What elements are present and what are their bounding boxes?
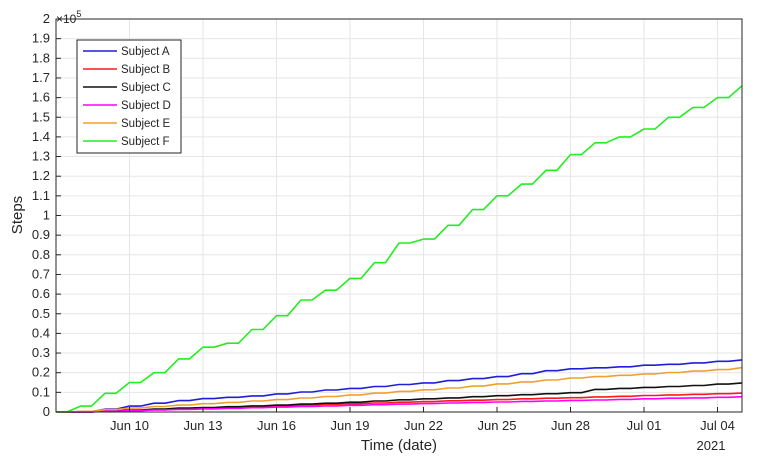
series-line-subject-c: [56, 382, 743, 413]
y-tick-label: 2: [43, 11, 50, 26]
y-tick-label: 1.6: [32, 90, 50, 105]
y-exponent-label: ×105: [56, 9, 81, 26]
legend-label: Subject A: [121, 46, 170, 58]
legend-label: Subject C: [121, 82, 171, 94]
series-line-subject-f: [56, 85, 743, 413]
y-tick-label: 1.3: [32, 149, 50, 164]
y-tick-label: 0: [43, 404, 50, 419]
y-tick-label: 1.4: [32, 129, 50, 144]
legend: Subject A Subject B Subject C Subject D Subj…: [76, 39, 182, 154]
x-axis-label: Time (date): [361, 437, 437, 454]
x-tick-label: Jun 13: [183, 418, 222, 433]
y-tick-label: 0.8: [32, 247, 50, 262]
x-tick-label: Jun 22: [404, 418, 443, 433]
x-tick-label: Jun 19: [330, 418, 369, 433]
y-tick-label: 1.7: [32, 70, 50, 85]
x-tick-label: Jul 01: [627, 418, 662, 433]
x-axis-year-label: 2021: [697, 438, 726, 453]
x-axis-ticks: Jun 10 Jun 13 Jun 16 Jun 19 Jun 22 Jun 25 Jun …: [110, 407, 735, 433]
x-tick-label: Jun 16: [257, 418, 296, 433]
y-tick-label: 1.1: [32, 188, 50, 203]
x-tick-label: Jul 04: [700, 418, 735, 433]
y-tick-label: 0.5: [32, 306, 50, 321]
legend-label: Subject E: [121, 118, 171, 130]
y-tick-label: 1.9: [32, 31, 50, 46]
y-tick-label: 0.2: [32, 365, 50, 380]
x-tick-label: Jun 28: [551, 418, 590, 433]
y-tick-label: 1.2: [32, 168, 50, 183]
series-line-subject-d: [56, 395, 743, 413]
y-tick-label: 1.8: [32, 50, 50, 65]
legend-label: Subject D: [121, 100, 171, 112]
legend-label: Subject B: [121, 64, 171, 76]
y-tick-label: 0.4: [32, 325, 50, 340]
y-tick-label: 0.1: [32, 384, 50, 399]
x-tick-label: Jun 10: [110, 418, 149, 433]
y-tick-label: 0.7: [32, 266, 50, 281]
series-line-subject-a: [56, 359, 743, 413]
y-axis-label: Steps: [9, 196, 26, 234]
legend-box: [76, 39, 182, 154]
y-tick-label: 0.3: [32, 345, 50, 360]
y-tick-label: 1.5: [32, 109, 50, 124]
grid-lines: [56, 18, 742, 413]
x-tick-label: Jun 25: [477, 418, 516, 433]
legend-label: Subject F: [121, 136, 170, 148]
y-axis-ticks: 0 0.1 0.2 0.3 0.4 0.5 0.6 0.7 0.8 0.9 1 1.1 1.2 1.3 1.…: [32, 11, 61, 419]
series-line-subject-e: [56, 366, 743, 413]
y-tick-label: 1: [43, 208, 50, 223]
y-exponent-power: 5: [76, 9, 81, 19]
y-tick-label: 0.6: [32, 286, 50, 301]
y-tick-label: 0.9: [32, 227, 50, 242]
series-lines: [56, 85, 743, 413]
